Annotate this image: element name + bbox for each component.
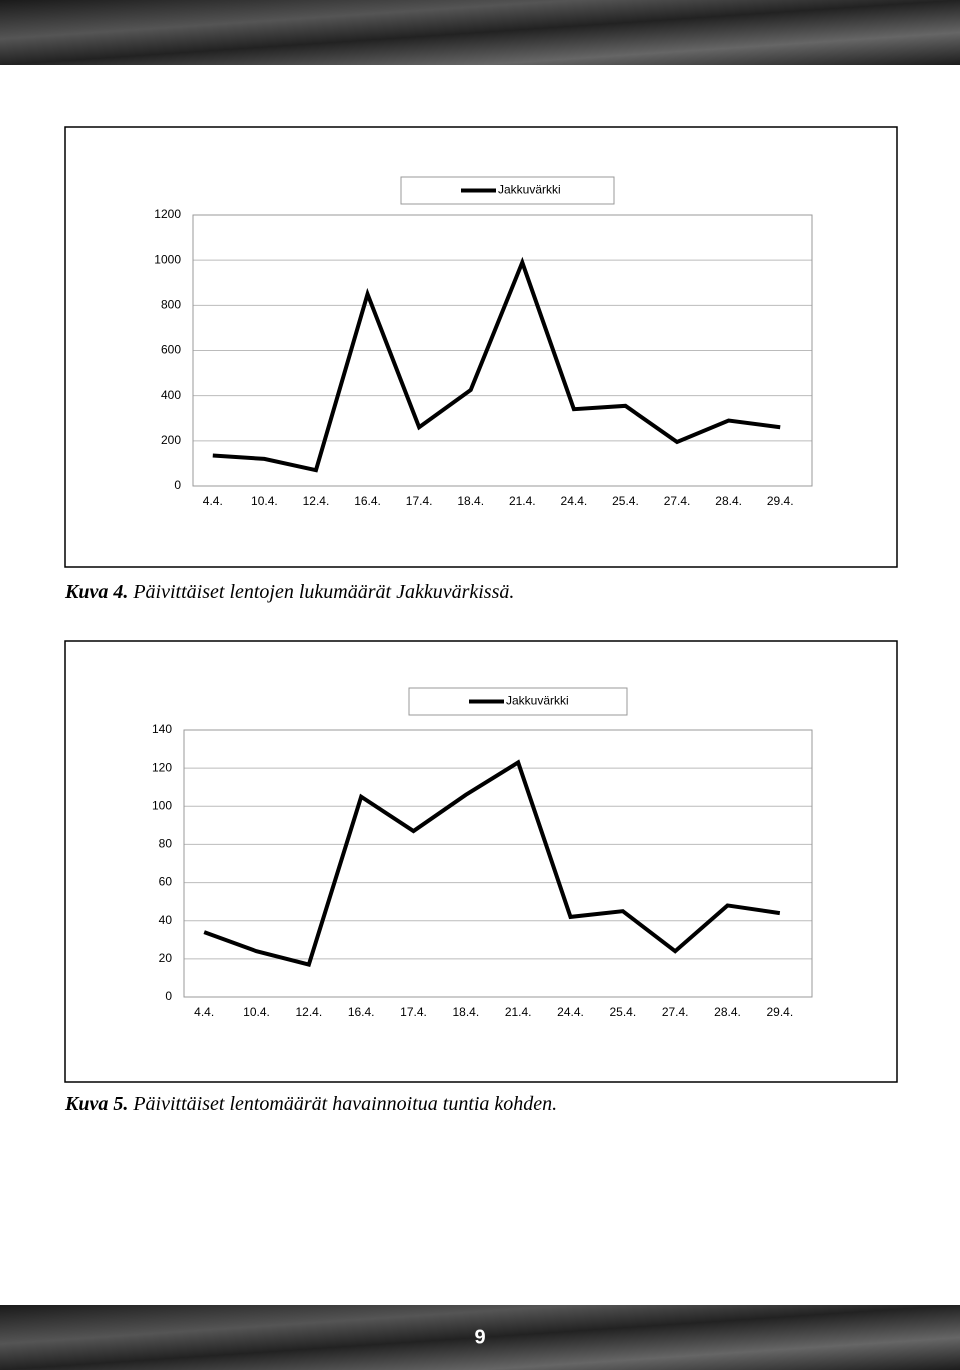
x-tick-label: 12.4. xyxy=(303,494,330,508)
y-tick-label: 400 xyxy=(161,388,181,402)
x-tick-label: 25.4. xyxy=(612,494,639,508)
series-line xyxy=(203,759,781,967)
header-band xyxy=(0,0,960,65)
y-tick-label: 0 xyxy=(174,478,181,492)
plot-area xyxy=(192,214,813,487)
page-number: 9 xyxy=(474,1326,485,1348)
caption-text: Päivittäiset lentomäärät havainnoitua tu… xyxy=(132,1093,557,1115)
y-tick-label: 100 xyxy=(152,798,172,812)
y-tick-label: 120 xyxy=(152,760,172,774)
y-tick-label: 1000 xyxy=(154,252,181,266)
x-tick-label: 24.4. xyxy=(557,1005,584,1019)
x-tick-label: 16.4. xyxy=(354,494,381,508)
x-tick-label: 25.4. xyxy=(609,1005,636,1019)
caption-label: Kuva 4. xyxy=(64,581,128,603)
x-tick-label: 17.4. xyxy=(400,1005,427,1019)
y-tick-label: 40 xyxy=(159,913,173,927)
series-line xyxy=(212,256,781,473)
x-tick-label: 18.4. xyxy=(457,494,484,508)
caption-text: Päivittäiset lentojen lukumäärät Jakkuvä… xyxy=(132,581,514,603)
x-tick-label: 4.4. xyxy=(203,494,223,508)
x-tick-label: 28.4. xyxy=(714,1005,741,1019)
x-tick-label: 27.4. xyxy=(662,1005,689,1019)
x-tick-label: 28.4. xyxy=(715,494,742,508)
x-tick-label: 17.4. xyxy=(406,494,433,508)
plot-area xyxy=(183,729,813,998)
y-tick-label: 0 xyxy=(165,989,172,1003)
y-tick-label: 200 xyxy=(161,433,181,447)
legend-label: Jakkuvärkki xyxy=(506,694,569,708)
x-tick-label: 27.4. xyxy=(664,494,691,508)
y-tick-label: 20 xyxy=(159,951,173,965)
y-tick-label: 80 xyxy=(159,837,173,851)
y-tick-label: 600 xyxy=(161,343,181,357)
y-tick-label: 1200 xyxy=(154,207,181,221)
legend-label: Jakkuvärkki xyxy=(498,183,561,197)
x-tick-label: 21.4. xyxy=(509,494,536,508)
x-tick-label: 18.4. xyxy=(452,1005,479,1019)
footer-band xyxy=(0,1305,960,1370)
x-tick-label: 4.4. xyxy=(194,1005,214,1019)
x-tick-label: 12.4. xyxy=(295,1005,322,1019)
caption-label: Kuva 5. xyxy=(64,1093,128,1115)
x-tick-label: 29.4. xyxy=(766,1005,793,1019)
y-tick-label: 800 xyxy=(161,298,181,312)
legend-box xyxy=(400,176,615,205)
x-tick-label: 10.4. xyxy=(243,1005,270,1019)
y-tick-label: 60 xyxy=(159,875,173,889)
caption: Kuva 5. Päivittäiset lentomäärät havainn… xyxy=(64,1093,557,1115)
x-tick-label: 16.4. xyxy=(348,1005,375,1019)
x-tick-label: 21.4. xyxy=(505,1005,532,1019)
x-tick-label: 29.4. xyxy=(767,494,794,508)
caption: Kuva 4. Päivittäiset lentojen lukumäärät… xyxy=(64,581,514,603)
x-tick-label: 24.4. xyxy=(561,494,588,508)
x-tick-label: 10.4. xyxy=(251,494,278,508)
legend-box xyxy=(408,687,628,716)
y-tick-label: 140 xyxy=(152,722,172,736)
